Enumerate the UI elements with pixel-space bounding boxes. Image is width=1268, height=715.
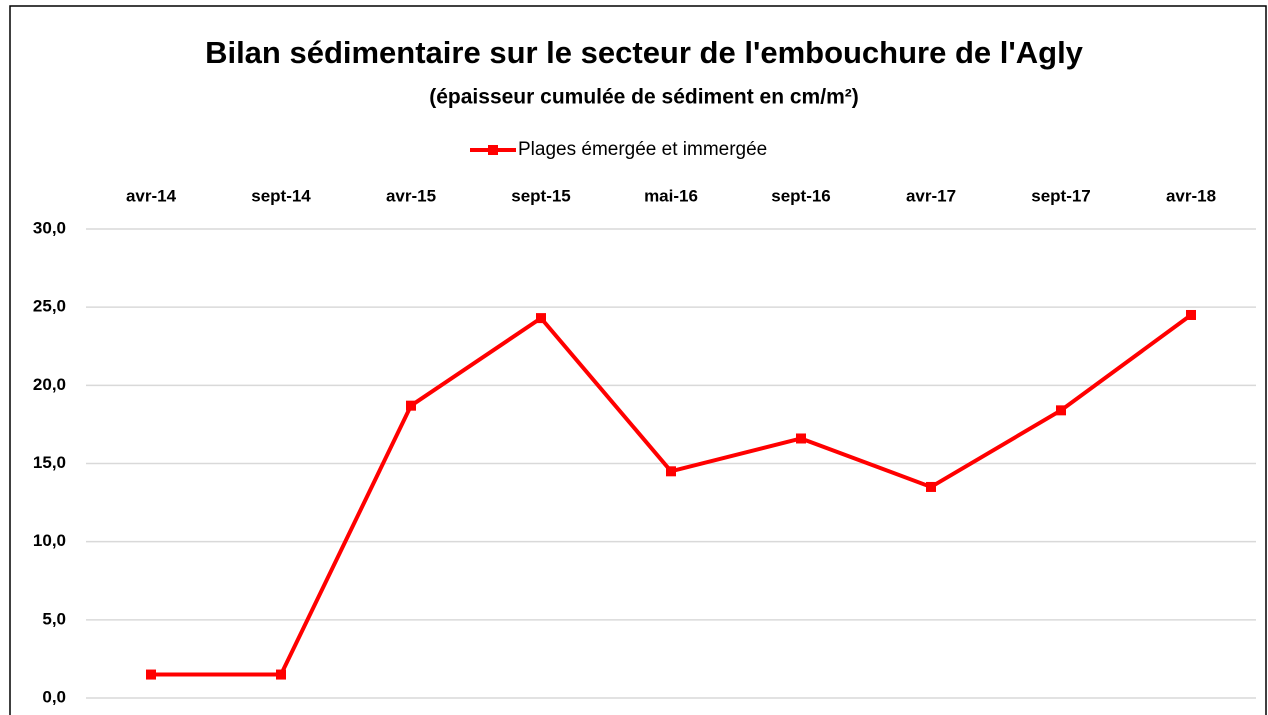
y-tick-label: 20,0 [33, 375, 66, 394]
chart-frame [9, 5, 1267, 715]
point-marker [926, 481, 936, 492]
point-marker [406, 400, 416, 411]
x-tick-label: sept-14 [251, 186, 311, 205]
x-tick-label: sept-16 [771, 186, 831, 205]
chart-title: Bilan sédimentaire sur le secteur de l'e… [205, 35, 1084, 70]
point-marker [666, 466, 676, 477]
y-tick-label: 25,0 [33, 297, 66, 316]
point-marker [146, 669, 156, 680]
x-tick-label: sept-17 [1031, 186, 1091, 205]
x-tick-label: mai-16 [644, 186, 698, 205]
y-tick-label: 5,0 [42, 609, 66, 628]
x-tick-label: avr-18 [1166, 186, 1216, 205]
x-tick-label: avr-14 [126, 186, 177, 205]
point-marker [276, 669, 286, 680]
y-tick-label: 30,0 [33, 218, 66, 237]
x-tick-label: avr-15 [386, 186, 436, 205]
point-marker [1056, 405, 1066, 416]
point-marker [1186, 309, 1196, 320]
y-tick-label: 10,0 [33, 531, 66, 550]
y-tick-label: 0,0 [42, 687, 66, 706]
legend-label: Plages émergée et immergée [518, 139, 767, 160]
chart-subtitle: (épaisseur cumulée de sédiment en cm/m²) [429, 86, 858, 109]
legend-marker [488, 145, 498, 155]
point-marker [796, 433, 806, 444]
x-tick-label: avr-17 [906, 186, 956, 205]
y-tick-label: 15,0 [33, 453, 66, 472]
x-tick-label: sept-15 [511, 186, 571, 205]
point-marker [536, 313, 546, 324]
